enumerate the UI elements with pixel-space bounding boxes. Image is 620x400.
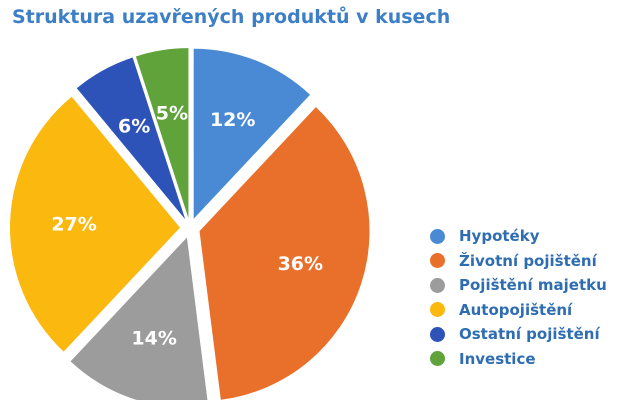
data-label-hypoteky: 12% — [210, 109, 255, 131]
legend-label: Investice — [459, 349, 536, 368]
legend-item-hypoteky: Hypotéky — [430, 224, 607, 249]
legend-item-investice: Investice — [430, 347, 607, 372]
data-label-autopojisteni: 27% — [51, 213, 96, 235]
data-label-ostatni-pojisteni: 6% — [118, 115, 150, 137]
pie-slice-pojisteni-majetku — [70, 237, 208, 400]
pie-slices — [10, 48, 370, 400]
data-label-zivotni-pojisteni: 36% — [278, 253, 323, 275]
legend-marker — [430, 228, 445, 244]
data-label-investice: 5% — [156, 102, 188, 124]
pie-slice-zivotni-pojisteni — [199, 107, 370, 400]
legend-marker — [430, 253, 445, 269]
legend-label: Životní pojištění — [459, 251, 597, 270]
legend-marker — [430, 277, 445, 293]
pie-slice-ostatni-pojisteni — [76, 57, 186, 220]
data-label-pojisteni-majetku: 14% — [131, 327, 176, 349]
legend-item-autopojisteni: Autopojištění — [430, 298, 607, 323]
pie-data-labels: 12% 36% 14% 27% 6% 5% — [51, 102, 323, 349]
legend-label: Hypotéky — [459, 227, 540, 246]
pie-slice-hypoteky — [193, 48, 311, 219]
legend-label: Ostatní pojištění — [459, 325, 600, 344]
legend-label: Autopojištění — [459, 300, 573, 319]
legend-marker — [430, 351, 445, 367]
legend: Hypotéky Životní pojištění Pojištění majet… — [430, 224, 607, 371]
legend-item-zivotni-pojisteni: Životní pojištění — [430, 249, 607, 274]
pie-slice-autopojisteni — [10, 96, 181, 352]
legend-marker — [430, 302, 445, 318]
chart-title: Struktura uzavřených produktů v kusech — [12, 6, 451, 28]
legend-item-ostatni-pojisteni: Ostatní pojištění — [430, 322, 607, 347]
legend-label: Pojištění majetku — [459, 276, 607, 295]
pie-slice-investice — [135, 48, 189, 219]
legend-marker — [430, 326, 445, 342]
legend-item-pojisteni-majetku: Pojištění majetku — [430, 273, 607, 298]
